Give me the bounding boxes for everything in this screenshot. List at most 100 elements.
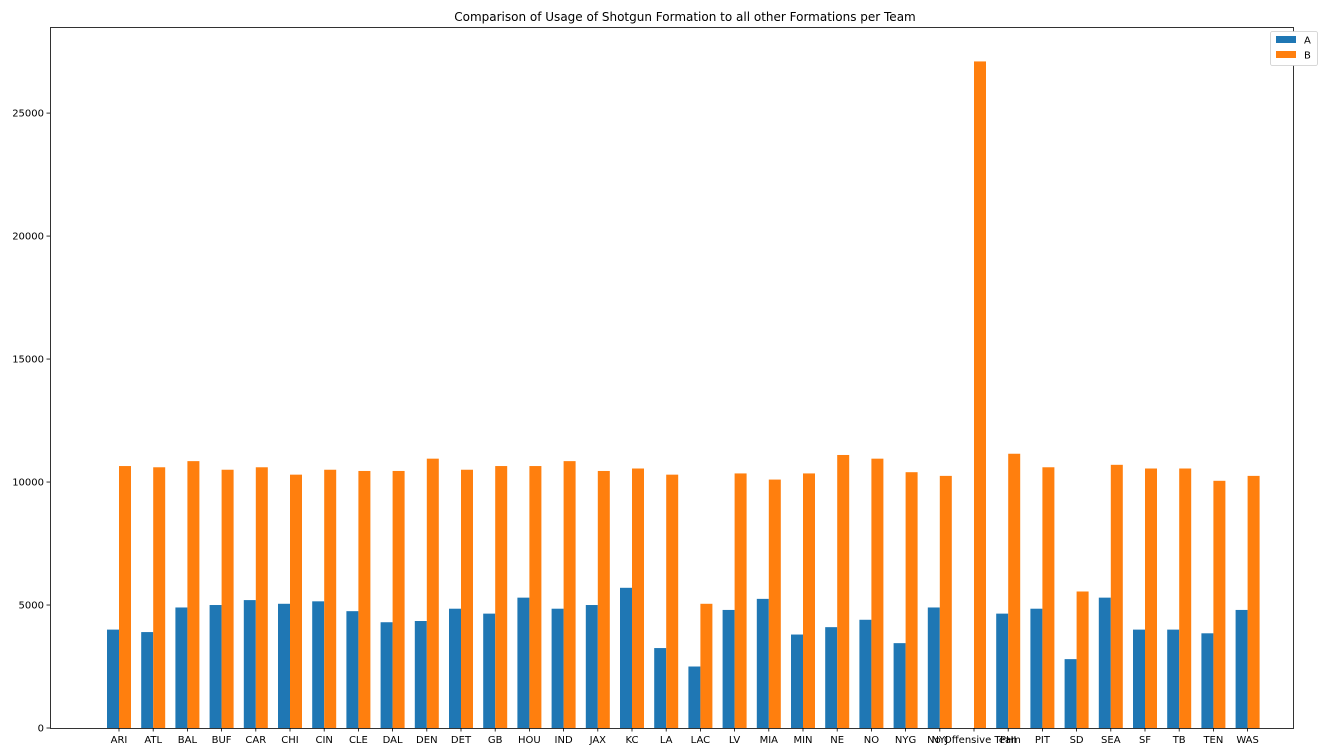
bar-b-cle: [358, 470, 371, 728]
bar-b-phi: [1008, 453, 1021, 728]
x-tick-label: ARI: [111, 735, 128, 746]
bar-b-chi: [290, 474, 302, 728]
x-tick-label: BUF: [212, 735, 232, 746]
x-tick-label: CIN: [315, 735, 332, 746]
bar-a-buf: [209, 605, 222, 728]
bar-b-mia: [768, 479, 781, 728]
bar-a-min: [791, 634, 803, 728]
y-tick-label: 0: [38, 724, 44, 735]
bar-a-cle: [346, 611, 359, 728]
x-tick-label: MIN: [793, 735, 812, 746]
bar-a-mia: [756, 598, 769, 728]
bar-b-sf: [1145, 468, 1157, 728]
x-tick-label: MIA: [760, 735, 779, 746]
bar-a-car: [243, 600, 256, 728]
bar-a-atl: [141, 632, 154, 728]
plot-frame: [50, 27, 1294, 729]
x-tick-label: BAL: [178, 735, 198, 746]
legend-label-b: B: [1304, 51, 1311, 62]
x-tick-label: HOU: [518, 735, 541, 746]
bar-b-buf: [221, 469, 234, 728]
bar-b-ne: [837, 454, 850, 728]
x-tick-label: NYG: [895, 735, 916, 746]
x-tick-label: NO: [864, 735, 879, 746]
x-tick-label: ATL: [144, 735, 162, 746]
x-tick-label: NE: [830, 735, 844, 746]
bars-group: [107, 61, 1260, 729]
chart-title: Comparison of Usage of Shotgun Formation…: [454, 10, 916, 24]
legend-label-a: A: [1304, 36, 1311, 47]
bar-b-sd: [1076, 591, 1089, 728]
x-tick-label: PHI: [1000, 735, 1017, 746]
x-tick-label: CAR: [245, 735, 266, 746]
bar-a-ind: [551, 608, 564, 728]
x-tick-label: KC: [626, 735, 639, 746]
bar-a-sea: [1098, 597, 1111, 728]
y-tick-label: 5000: [19, 601, 44, 612]
y-tick-label: 25000: [12, 109, 44, 120]
x-tick-label: JAX: [589, 735, 607, 746]
bar-a-chi: [278, 603, 290, 728]
x-tick-label: LV: [729, 735, 740, 746]
bar-a-bal: [175, 607, 188, 728]
bar-a-sf: [1133, 629, 1145, 728]
bar-b-gb: [495, 466, 508, 728]
bar-a-nyg: [893, 643, 906, 728]
bar-b-no: [871, 458, 884, 728]
bar-a-ari: [107, 629, 119, 728]
bar-a-no: [859, 619, 872, 728]
bar-a-sd: [1064, 659, 1077, 728]
y-tick-label: 15000: [12, 355, 44, 366]
bar-b-nyg: [905, 472, 918, 728]
bar-b-was: [1247, 475, 1260, 728]
legend-swatch-a: [1276, 36, 1296, 43]
bar-a-ten: [1201, 633, 1214, 728]
bar-a-cin: [312, 601, 325, 728]
bar-b-tb: [1179, 468, 1192, 728]
y-axis-ticks: 0 5000 10000 15000 20000 25000: [12, 109, 50, 735]
bar-a-pit: [1030, 608, 1043, 728]
bar-b-bal: [187, 461, 200, 728]
bar-a-jax: [585, 605, 598, 728]
x-tick-label: DEN: [416, 735, 438, 746]
x-tick-label: SF: [1139, 735, 1151, 746]
x-tick-label: No Offensive Team: [927, 735, 1021, 746]
bar-b-jax: [597, 470, 610, 728]
bar-a-lac: [688, 666, 701, 728]
bar-b-la: [666, 474, 679, 728]
x-tick-label: DET: [451, 735, 472, 746]
bar-b-ten: [1213, 480, 1226, 728]
x-tick-label: PIT: [1035, 735, 1051, 746]
x-tick-label: TEN: [1202, 735, 1223, 746]
bar-b-cin: [324, 469, 337, 728]
x-tick-label: GB: [488, 735, 503, 746]
x-tick-label: IND: [555, 735, 573, 746]
bar-a-phi: [996, 613, 1009, 728]
x-tick-label: NYJ: [932, 735, 949, 746]
bar-b-lac: [700, 603, 713, 728]
x-tick-label: LAC: [691, 735, 710, 746]
x-tick-label: LA: [660, 735, 673, 746]
bar-b-den: [426, 458, 439, 728]
x-tick-label: DAL: [383, 735, 403, 746]
bar-a-kc: [620, 587, 632, 728]
bar-b-kc: [632, 468, 644, 728]
bar-b-hou: [529, 466, 542, 728]
bar-b-ari: [119, 466, 131, 728]
x-tick-label: SD: [1070, 735, 1084, 746]
bar-b-car: [255, 467, 268, 728]
y-tick-label: 20000: [12, 232, 44, 243]
bar-a-den: [414, 621, 427, 728]
bar-a-nyj: [927, 607, 940, 728]
bar-b-pit: [1042, 467, 1055, 728]
x-tick-label: CHI: [281, 735, 298, 746]
bar-a-gb: [483, 613, 496, 728]
bar-b-dal: [392, 470, 405, 728]
bar-b-det: [461, 469, 473, 728]
bar-a-det: [449, 608, 461, 728]
bar-a-lv: [722, 609, 735, 728]
bar-a-dal: [380, 622, 393, 728]
bar-b-sea: [1110, 464, 1123, 728]
bar-a-hou: [517, 597, 530, 728]
legend: A B: [1270, 31, 1318, 66]
